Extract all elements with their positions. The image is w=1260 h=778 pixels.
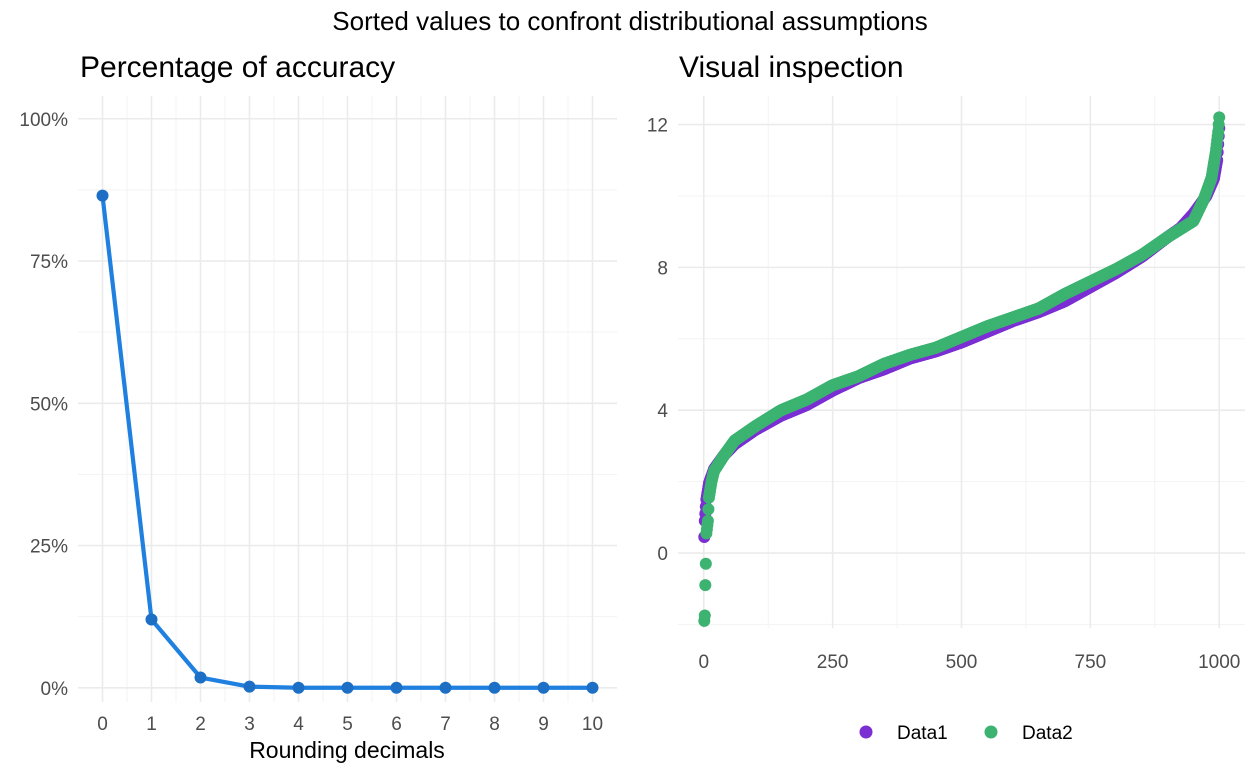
accuracy-chart-title: Percentage of accuracy [80,51,395,84]
visual-inspection-scatter-chart: Visual inspection 0 4 8 12 0 250 500 750 1000 D… [647,51,1245,744]
accuracy-y-tick-label: 25% [30,537,68,558]
accuracy-x-tick-label: 2 [195,714,206,735]
accuracy-chart-y-axis: 0% 25% 50% 75% 100% [19,110,68,700]
accuracy-y-tick-label: 50% [30,394,68,415]
scatter-point-data2 [702,503,715,516]
scatter-point-data2 [699,557,712,570]
accuracy-point [292,681,305,694]
scatter-x-tick-label: 1000 [1198,652,1240,673]
scatter-y-tick-label: 8 [657,258,668,279]
accuracy-point [390,681,403,694]
accuracy-point [145,613,158,626]
scatter-point-data2 [701,514,714,527]
accuracy-y-tick-label: 75% [30,252,68,273]
scatter-x-tick-label: 750 [1075,652,1107,673]
accuracy-x-tick-label: 7 [440,714,451,735]
accuracy-y-tick-label: 0% [41,679,69,700]
legend-key-data1 [859,725,873,739]
scatter-chart-grid [678,96,1245,628]
accuracy-x-tick-label: 8 [489,714,500,735]
accuracy-chart-grid [78,96,617,702]
accuracy-point [537,681,550,694]
scatter-y-tick-label: 4 [657,401,668,422]
accuracy-x-tick-label: 9 [538,714,549,735]
scatter-x-tick-label: 500 [946,652,978,673]
accuracy-point [96,189,109,202]
scatter-chart-legend: Data1 Data2 [859,723,1073,744]
legend-label-data1: Data1 [897,723,948,744]
scatter-chart-y-axis: 0 4 8 12 [647,116,669,565]
accuracy-x-tick-label: 3 [244,714,255,735]
accuracy-chart-x-axis: 0 1 2 3 4 5 6 7 8 9 10 [97,714,603,735]
scatter-x-tick-label: 0 [698,652,709,673]
accuracy-point [439,681,452,694]
accuracy-point [243,680,256,693]
accuracy-x-tick-label: 4 [293,714,304,735]
scatter-chart-x-axis: 0 250 500 750 1000 [698,652,1240,673]
legend-label-data2: Data2 [1022,723,1073,744]
scatter-series-data2 [698,111,1226,627]
scatter-x-tick-label: 250 [817,652,849,673]
accuracy-point [488,681,501,694]
scatter-y-tick-label: 12 [647,116,668,137]
scatter-chart-series [698,111,1226,627]
accuracy-chart-series [96,189,599,694]
scatter-point-data2 [698,609,711,622]
accuracy-x-tick-label: 5 [342,714,353,735]
scatter-point-data2 [699,579,712,592]
accuracy-point [586,681,599,694]
figure-title: Sorted values to confront distributional… [332,6,927,36]
accuracy-x-tick-label: 0 [97,714,108,735]
scatter-y-tick-label: 0 [657,544,668,565]
accuracy-x-tick-label: 1 [146,714,157,735]
accuracy-x-tick-label: 6 [391,714,402,735]
scatter-point-data2 [1213,111,1226,124]
accuracy-y-tick-label: 100% [19,110,68,131]
accuracy-line-chart: Percentage of accuracy 0% 25% 50% 75% 100% 0… [19,51,617,763]
accuracy-x-tick-label: 10 [582,714,603,735]
accuracy-chart-x-axis-label: Rounding decimals [249,737,445,763]
scatter-chart-title: Visual inspection [679,51,904,84]
accuracy-point [341,681,354,694]
accuracy-point [194,671,207,684]
legend-key-data2 [984,725,998,739]
